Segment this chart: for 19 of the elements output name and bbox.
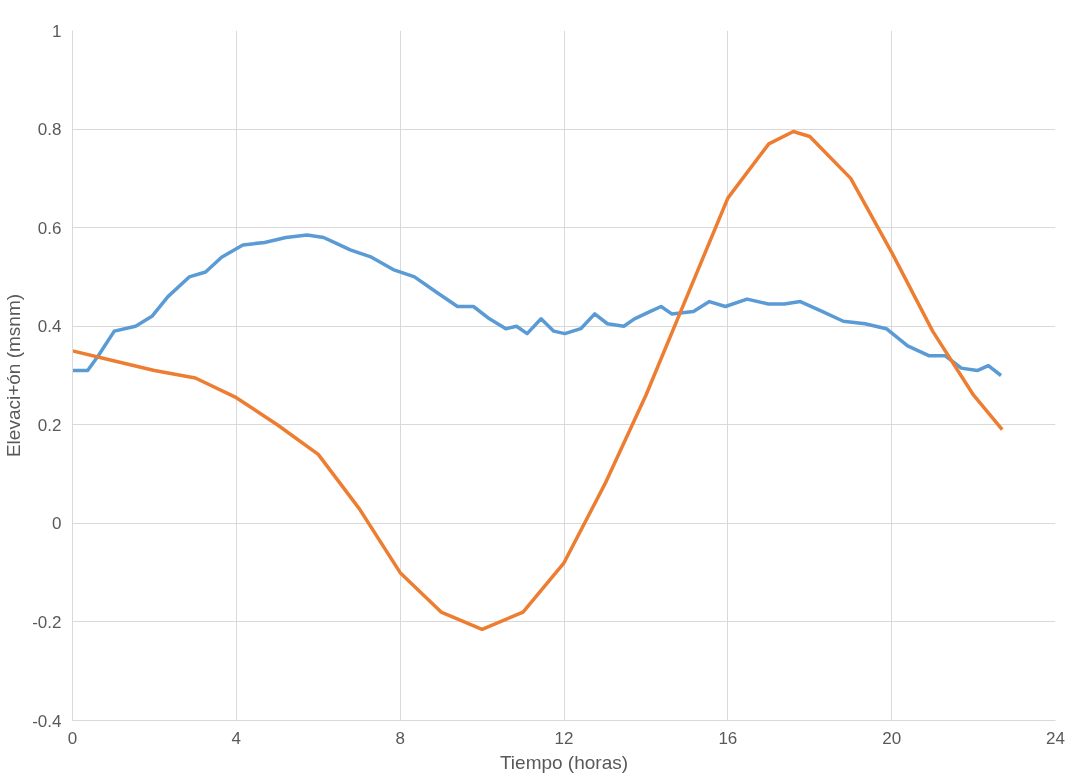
x-tick-label: 0 [67,728,78,748]
line-series [72,129,1004,632]
y-tick-label: 0.6 [37,218,62,238]
x-tick-label: 24 [1046,728,1065,748]
y-tick-label: 0.8 [37,120,62,140]
y-tick-label: 0.4 [37,317,62,337]
y-tick-label: -0.2 [32,612,62,632]
y-tick-label: 0.2 [37,415,62,435]
x-tick-label: 12 [554,728,574,748]
y-axis-title: Elevaci+ón (msnm) [3,293,25,458]
y-tick-label: 1 [52,21,62,41]
x-tick-label: 4 [231,728,242,748]
y-tick-label: -0.4 [32,711,62,731]
x-tick-label: 20 [882,728,902,748]
line-series [72,233,1003,378]
x-tick-label: 8 [395,728,405,748]
y-tick-label: 0 [52,514,62,534]
x-tick-label: 16 [718,728,738,748]
x-axis-title: Tiempo (horas) [499,751,629,773]
